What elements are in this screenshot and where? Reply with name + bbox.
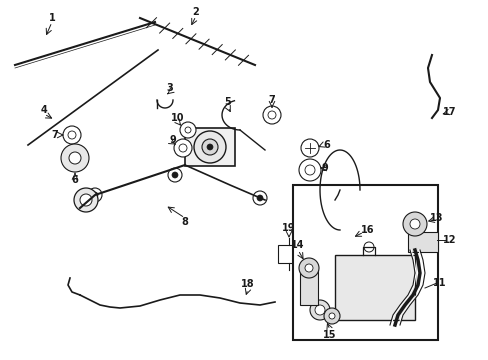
- Text: 13: 13: [429, 213, 443, 223]
- Text: 4: 4: [41, 105, 47, 115]
- Circle shape: [252, 191, 266, 205]
- Circle shape: [409, 219, 419, 229]
- Circle shape: [305, 264, 312, 272]
- Circle shape: [267, 111, 275, 119]
- Text: 19: 19: [282, 223, 295, 233]
- Text: 11: 11: [432, 278, 446, 288]
- Circle shape: [74, 188, 98, 212]
- Text: 18: 18: [241, 279, 254, 289]
- Text: 17: 17: [442, 107, 456, 117]
- Circle shape: [309, 300, 329, 320]
- Text: 2: 2: [192, 7, 199, 17]
- Circle shape: [69, 152, 81, 164]
- Bar: [334, 255, 414, 320]
- Bar: [278, 245, 299, 263]
- Circle shape: [88, 188, 102, 202]
- Circle shape: [314, 305, 325, 315]
- Text: 1: 1: [48, 13, 55, 23]
- Circle shape: [92, 192, 98, 198]
- Circle shape: [298, 258, 318, 278]
- Circle shape: [68, 131, 76, 139]
- Circle shape: [206, 144, 213, 150]
- Text: 15: 15: [323, 330, 336, 340]
- Circle shape: [179, 144, 186, 152]
- Circle shape: [263, 106, 281, 124]
- Bar: [299, 270, 317, 305]
- Text: 6: 6: [71, 175, 78, 185]
- Bar: [184, 128, 235, 166]
- Circle shape: [257, 195, 263, 201]
- Circle shape: [301, 139, 318, 157]
- Circle shape: [180, 122, 196, 138]
- Text: 12: 12: [442, 235, 456, 245]
- Circle shape: [298, 159, 320, 181]
- Bar: [292, 185, 437, 340]
- Text: 5: 5: [224, 97, 231, 107]
- Circle shape: [202, 139, 218, 155]
- Circle shape: [194, 131, 225, 163]
- Circle shape: [80, 194, 92, 206]
- Bar: [407, 232, 437, 252]
- Text: 16: 16: [361, 225, 374, 235]
- Text: 3: 3: [166, 83, 173, 93]
- Circle shape: [63, 126, 81, 144]
- Text: 8: 8: [181, 217, 188, 227]
- Circle shape: [61, 144, 89, 172]
- Circle shape: [328, 313, 334, 319]
- Text: 7: 7: [52, 130, 58, 140]
- Circle shape: [305, 165, 314, 175]
- Circle shape: [174, 139, 192, 157]
- Text: 9: 9: [321, 163, 328, 173]
- Circle shape: [184, 127, 191, 133]
- Circle shape: [168, 168, 182, 182]
- Text: 9: 9: [169, 135, 176, 145]
- Text: 14: 14: [291, 240, 304, 250]
- Text: 10: 10: [171, 113, 184, 123]
- Circle shape: [402, 212, 426, 236]
- Circle shape: [172, 172, 178, 178]
- Circle shape: [324, 308, 339, 324]
- Circle shape: [363, 242, 373, 252]
- Text: 6: 6: [323, 140, 330, 150]
- Text: 7: 7: [268, 95, 275, 105]
